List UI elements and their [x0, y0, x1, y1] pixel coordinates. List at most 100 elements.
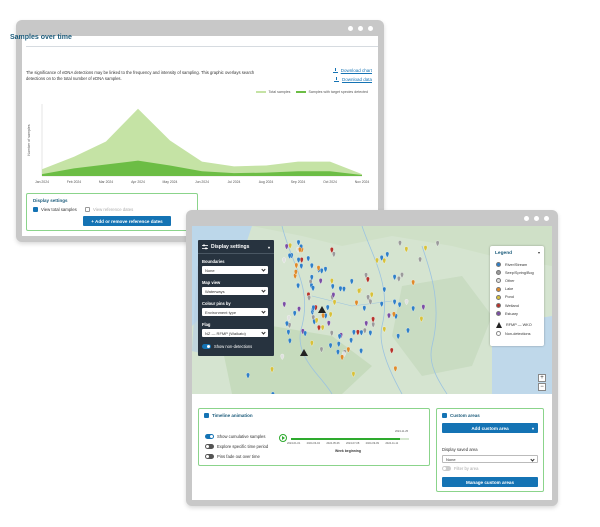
map-pin-icon[interactable] — [329, 330, 334, 337]
map-pin-icon[interactable] — [332, 251, 336, 258]
map-pin-icon[interactable] — [337, 333, 342, 340]
map-pin-icon[interactable] — [382, 286, 387, 293]
map-pin-icon[interactable] — [287, 315, 291, 322]
map-pin-icon[interactable] — [299, 263, 304, 270]
map-pin-icon[interactable] — [284, 243, 289, 250]
map-pin-icon[interactable] — [396, 333, 400, 340]
map-pin-icon[interactable] — [404, 299, 409, 306]
saved-area-select[interactable]: None — [442, 455, 538, 463]
map-pin-icon[interactable] — [354, 300, 359, 307]
map-pin-icon[interactable] — [311, 285, 315, 292]
zoom-in-button[interactable]: + — [538, 374, 546, 382]
map-pin-icon[interactable] — [294, 262, 299, 269]
show-cumulative-toggle[interactable] — [205, 434, 214, 439]
map-pin-icon[interactable] — [287, 322, 292, 329]
map-pin-icon[interactable] — [317, 325, 321, 332]
map-pin-icon[interactable] — [375, 257, 379, 264]
map-pin-icon[interactable] — [314, 317, 319, 324]
map-pin-icon[interactable] — [368, 330, 373, 337]
map-pin-icon[interactable] — [319, 346, 324, 353]
map-pin-icon[interactable] — [392, 274, 397, 281]
map-pin-icon[interactable] — [292, 310, 297, 317]
warning-triangle-icon[interactable] — [318, 306, 326, 313]
map-pin-icon[interactable] — [270, 366, 274, 373]
map-pin-icon[interactable] — [296, 283, 300, 290]
add-reference-dates-button[interactable]: + Add or remove reference dates — [83, 216, 171, 226]
window-dot[interactable] — [544, 216, 549, 221]
map-view-select[interactable]: Waterways — [202, 287, 268, 295]
map-pin-icon[interactable] — [285, 320, 289, 327]
map-pin-icon[interactable] — [368, 299, 373, 306]
window-dot[interactable] — [348, 26, 353, 31]
map-pin-icon[interactable] — [359, 329, 364, 336]
window-dot[interactable] — [358, 26, 363, 31]
map-pin-icon[interactable] — [318, 278, 323, 285]
map-pin-icon[interactable] — [311, 305, 316, 312]
pins-fade-toggle[interactable] — [205, 454, 214, 459]
map-pin-icon[interactable] — [316, 265, 321, 272]
map-pin-icon[interactable] — [382, 257, 387, 264]
filter-by-area-toggle[interactable] — [442, 466, 451, 471]
map-pin-icon[interactable] — [326, 320, 331, 327]
map-pin-icon[interactable] — [379, 255, 384, 262]
window-dot[interactable] — [368, 26, 373, 31]
map-pin-icon[interactable] — [328, 311, 333, 318]
map-pin-icon[interactable] — [320, 324, 325, 331]
map-pin-icon[interactable] — [287, 253, 292, 260]
panel-header[interactable]: Display settings ▾ — [198, 240, 274, 254]
map-pin-icon[interactable] — [307, 295, 311, 302]
map-pin-icon[interactable] — [356, 329, 360, 336]
map-pin-icon[interactable] — [297, 306, 301, 313]
map-pin-icon[interactable] — [310, 262, 314, 269]
manage-custom-areas-button[interactable]: Manage custom areas — [442, 477, 538, 487]
map-pin-icon[interactable] — [325, 304, 330, 311]
map-pin-icon[interactable] — [282, 301, 287, 308]
map-pin-icon[interactable] — [286, 329, 291, 336]
map-pin-icon[interactable] — [418, 256, 422, 263]
map-pin-icon[interactable] — [349, 278, 354, 285]
map-pin-icon[interactable] — [332, 299, 337, 306]
view-total-samples-checkbox[interactable]: View total samples — [33, 207, 77, 212]
map-pin-icon[interactable] — [423, 245, 428, 252]
map-pin-icon[interactable] — [331, 292, 336, 299]
map-pin-icon[interactable] — [342, 286, 346, 293]
zoom-out-button[interactable]: − — [538, 383, 546, 391]
map-pin-icon[interactable] — [352, 329, 356, 336]
map-pin-icon[interactable] — [392, 311, 396, 318]
map-pin-icon[interactable] — [389, 347, 394, 354]
colour-pins-select[interactable]: Environment type — [202, 308, 268, 316]
download-data-link[interactable]: Download data — [333, 77, 372, 82]
map-pin-icon[interactable] — [400, 272, 404, 279]
map-pin-icon[interactable] — [282, 257, 286, 264]
map-pin-icon[interactable] — [280, 353, 285, 360]
map-pin-icon[interactable] — [411, 305, 415, 312]
map-pin-icon[interactable] — [298, 247, 302, 254]
map-pin-icon[interactable] — [397, 276, 401, 283]
map-pin-icon[interactable] — [306, 255, 311, 262]
map-pin-icon[interactable] — [349, 337, 353, 344]
play-icon[interactable] — [279, 434, 287, 442]
map-pin-icon[interactable] — [364, 272, 368, 279]
map-pin-icon[interactable] — [421, 304, 426, 311]
timeline-title-row[interactable]: Timeline animation — [204, 413, 253, 418]
map-pin-icon[interactable] — [387, 312, 391, 319]
map-pin-icon[interactable] — [411, 279, 415, 286]
map-pin-icon[interactable] — [338, 285, 343, 292]
map-pin-icon[interactable] — [359, 348, 363, 355]
map-pin-icon[interactable] — [362, 305, 367, 312]
map-pin-icon[interactable] — [393, 365, 398, 372]
map-pin-icon[interactable] — [330, 247, 334, 254]
map-pin-icon[interactable] — [336, 341, 341, 348]
map-pin-icon[interactable] — [346, 346, 351, 353]
map-pin-icon[interactable] — [328, 342, 333, 349]
map-pin-icon[interactable] — [299, 257, 304, 264]
window-dot[interactable] — [534, 216, 539, 221]
map-pin-icon[interactable] — [392, 299, 397, 306]
map-pin-icon[interactable] — [419, 316, 424, 323]
map-pin-icon[interactable] — [330, 283, 335, 290]
map-pin-icon[interactable] — [303, 330, 307, 337]
map-pin-icon[interactable] — [363, 327, 367, 334]
add-custom-area-button[interactable]: Add custom area ▾ — [442, 423, 538, 433]
map-pin-icon[interactable] — [371, 321, 376, 328]
map-pin-icon[interactable] — [288, 338, 292, 345]
